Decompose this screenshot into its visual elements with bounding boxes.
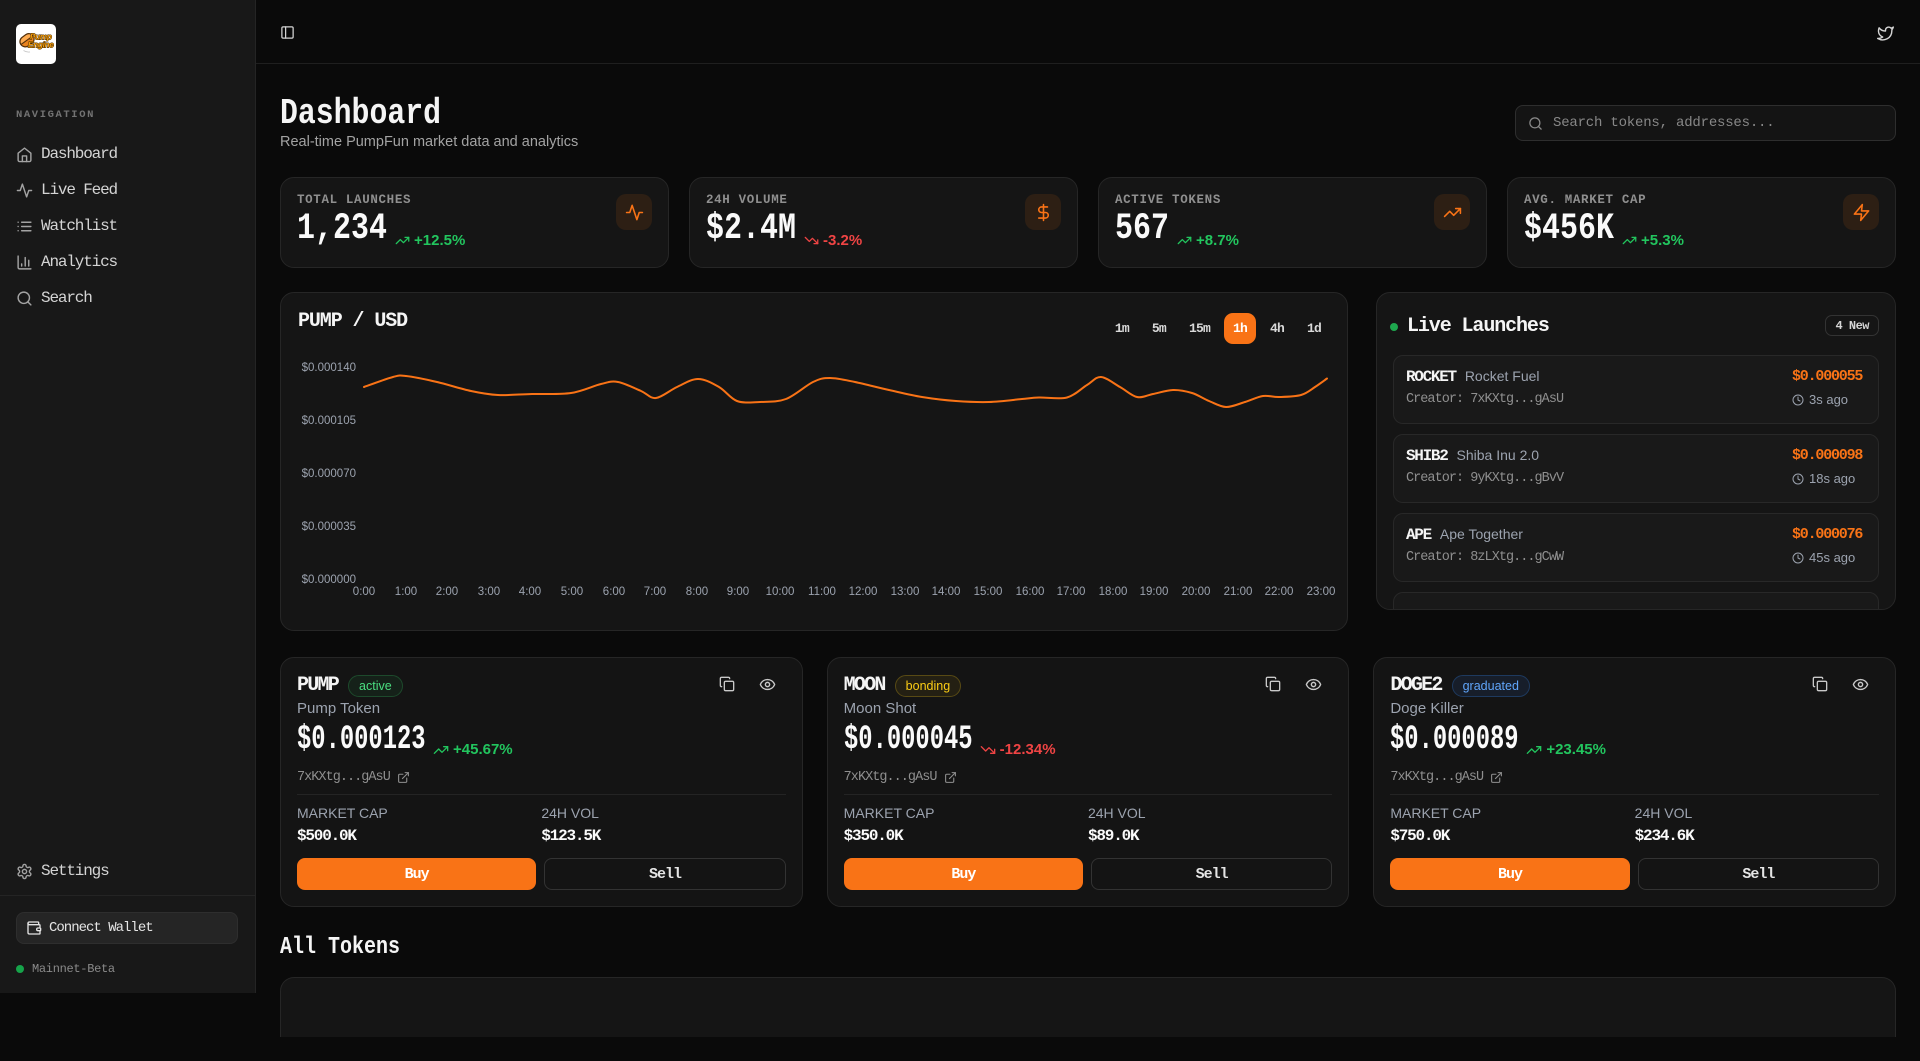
svg-text:Engine: Engine (28, 40, 54, 49)
svg-text:Pump: Pump (30, 33, 52, 42)
